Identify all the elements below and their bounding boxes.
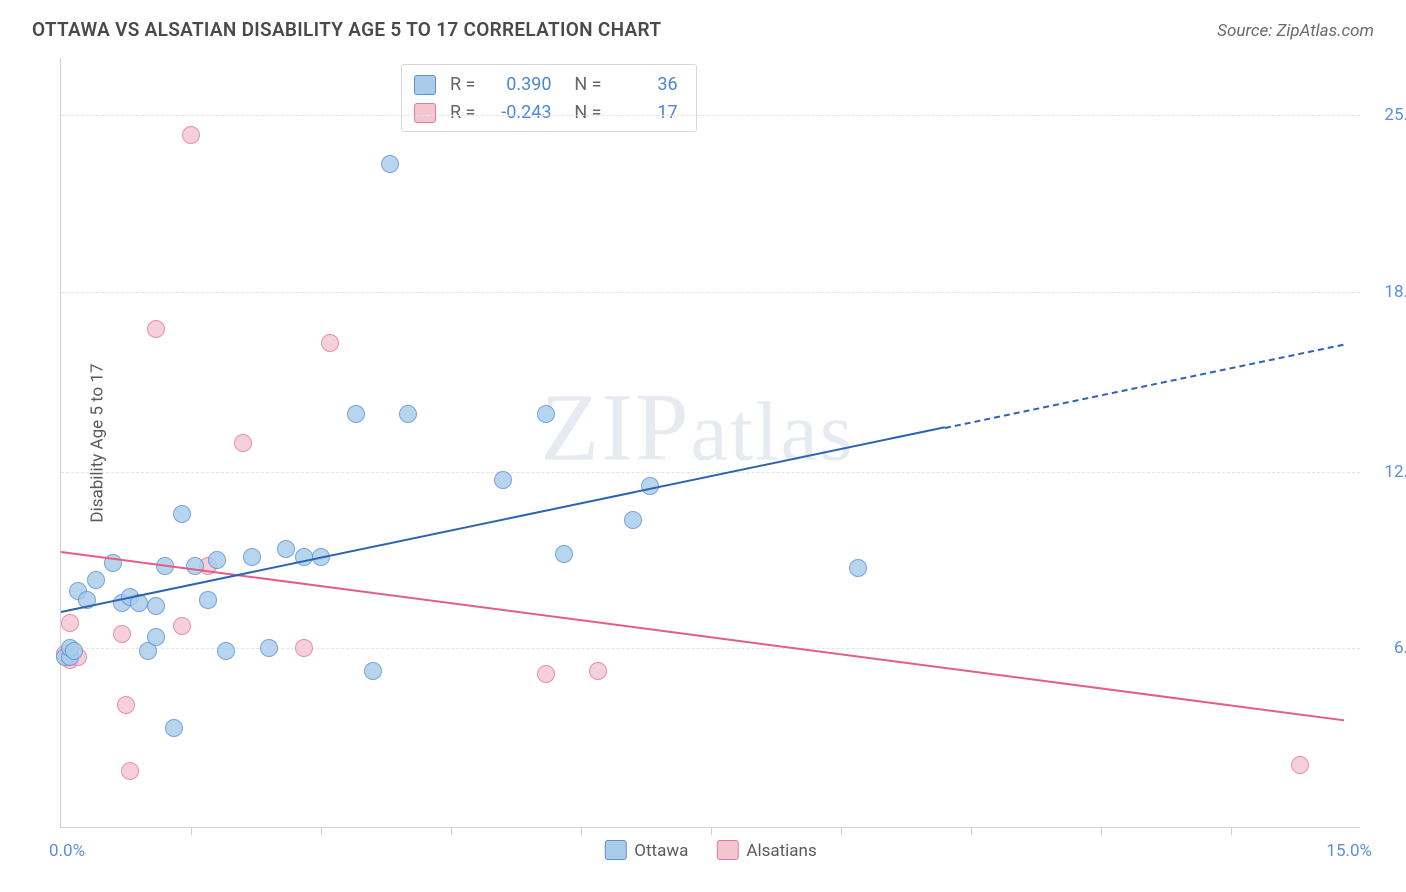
alsatians-point xyxy=(121,762,139,780)
ottawa-point xyxy=(399,405,417,423)
ottawa-point xyxy=(555,545,573,563)
correlation-legend: R = 0.390 N = 36 R = -0.243 N = 17 xyxy=(401,64,697,132)
ottawa-point xyxy=(381,155,399,173)
alsatians-point xyxy=(295,639,313,657)
alsatians-swatch-icon xyxy=(414,103,436,123)
legend-item-ottawa: Ottawa xyxy=(604,840,688,861)
y-tick-label: 12.5% xyxy=(1384,462,1406,482)
ottawa-point xyxy=(347,405,365,423)
ottawa-point xyxy=(173,505,191,523)
ottawa-point xyxy=(364,662,382,680)
gridline xyxy=(61,472,1360,473)
ottawa-r-value: 0.390 xyxy=(489,71,551,99)
gridline xyxy=(61,115,1360,116)
ottawa-point xyxy=(537,405,555,423)
legend-item-alsatians: Alsatians xyxy=(716,840,816,861)
x-tick xyxy=(1101,827,1102,835)
alsatians-r-value: -0.243 xyxy=(489,99,551,127)
chart-source: Source: ZipAtlas.com xyxy=(1217,21,1374,41)
ottawa-trendline-extrapolated xyxy=(945,343,1344,428)
alsatians-point xyxy=(113,625,131,643)
alsatians-point xyxy=(1291,756,1309,774)
gridline xyxy=(61,648,1360,649)
chart-title: OTTAWA VS ALSATIAN DISABILITY AGE 5 TO 1… xyxy=(32,18,661,41)
alsatians-point xyxy=(589,662,607,680)
scatter-plot: ZIPatlas R = 0.390 N = 36 R = -0.243 N =… xyxy=(60,58,1360,828)
x-tick xyxy=(191,827,192,835)
ottawa-swatch-icon xyxy=(604,840,626,860)
alsatians-point xyxy=(321,334,339,352)
ottawa-point xyxy=(277,540,295,558)
x-tick xyxy=(321,827,322,835)
ottawa-n-value: 36 xyxy=(616,71,678,99)
ottawa-point xyxy=(243,548,261,566)
y-tick-label: 18.8% xyxy=(1384,282,1406,302)
ottawa-point xyxy=(147,628,165,646)
ottawa-point xyxy=(217,642,235,660)
alsatians-point xyxy=(182,126,200,144)
legend-row-alsatians: R = -0.243 N = 17 xyxy=(414,99,678,127)
alsatians-trendline xyxy=(61,551,1344,721)
y-tick-label: 6.3% xyxy=(1394,638,1406,658)
alsatians-point xyxy=(147,320,165,338)
chart-header: OTTAWA VS ALSATIAN DISABILITY AGE 5 TO 1… xyxy=(0,0,1406,53)
x-tick xyxy=(1231,827,1232,835)
watermark: ZIPatlas xyxy=(541,372,855,483)
x-tick xyxy=(581,827,582,835)
x-axis-max-label: 15.0% xyxy=(1326,841,1372,861)
ottawa-swatch-icon xyxy=(414,75,436,95)
gridline xyxy=(61,292,1360,293)
alsatians-point xyxy=(61,614,79,632)
y-tick-label: 25.0% xyxy=(1384,105,1406,125)
ottawa-point xyxy=(147,597,165,615)
alsatians-point xyxy=(173,617,191,635)
ottawa-point xyxy=(208,551,226,569)
ottawa-point xyxy=(494,471,512,489)
ottawa-point xyxy=(165,719,183,737)
ottawa-point xyxy=(186,557,204,575)
ottawa-point xyxy=(87,571,105,589)
alsatians-point xyxy=(117,696,135,714)
alsatians-point xyxy=(234,434,252,452)
ottawa-point xyxy=(849,559,867,577)
x-tick xyxy=(451,827,452,835)
legend-row-ottawa: R = 0.390 N = 36 xyxy=(414,71,678,99)
x-tick xyxy=(841,827,842,835)
x-tick xyxy=(711,827,712,835)
alsatians-n-value: 17 xyxy=(616,99,678,127)
x-axis-min-label: 0.0% xyxy=(49,841,85,861)
alsatians-point xyxy=(537,665,555,683)
chart-area: Disability Age 5 to 17 ZIPatlas R = 0.39… xyxy=(48,58,1378,828)
ottawa-trendline xyxy=(61,427,945,614)
ottawa-point xyxy=(199,591,217,609)
ottawa-point xyxy=(260,639,278,657)
ottawa-point xyxy=(624,511,642,529)
alsatians-swatch-icon xyxy=(716,840,738,860)
x-tick xyxy=(971,827,972,835)
series-legend: Ottawa Alsatians xyxy=(604,840,816,861)
